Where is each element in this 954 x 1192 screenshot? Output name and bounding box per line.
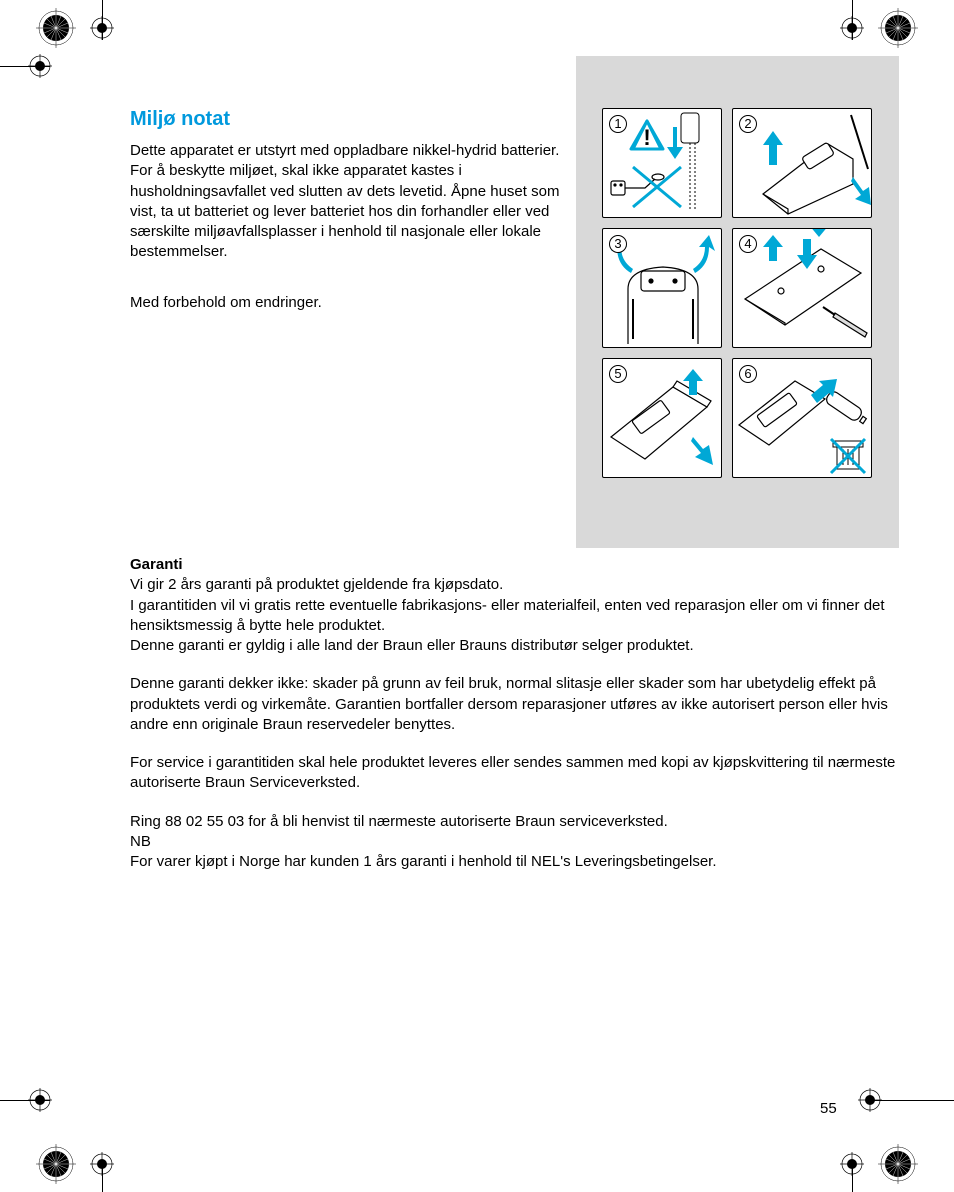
crop-line bbox=[102, 1164, 103, 1192]
figure-step-number: 3 bbox=[609, 235, 627, 253]
registration-mark-icon bbox=[36, 8, 76, 48]
warranty-section: Garanti Vi gir 2 års garanti på produkte… bbox=[130, 555, 905, 890]
figure-step-number: 4 bbox=[739, 235, 757, 253]
crop-line bbox=[0, 66, 50, 67]
svg-text:!: ! bbox=[643, 125, 650, 150]
figure-step-number: 2 bbox=[739, 115, 757, 133]
registration-mark-icon bbox=[878, 1144, 918, 1184]
crop-line bbox=[102, 0, 103, 40]
figure-step-number: 1 bbox=[609, 115, 627, 133]
page-number: 55 bbox=[820, 1100, 837, 1117]
figure-cell-3: 3 bbox=[602, 228, 722, 348]
figure-cell-6: 6 bbox=[732, 358, 872, 478]
warranty-title: Garanti bbox=[130, 555, 905, 575]
warranty-paragraph: For service i garantitiden skal hele pro… bbox=[130, 753, 905, 794]
change-notice: Med forbehold om endringer. bbox=[130, 293, 560, 313]
figure-cell-2: 2 bbox=[732, 108, 872, 218]
warranty-paragraph: Ring 88 02 55 03 for å bli henvist til n… bbox=[130, 812, 905, 873]
crop-line bbox=[852, 1164, 853, 1192]
figure-cell-5: 5 bbox=[602, 358, 722, 478]
warranty-paragraph: Vi gir 2 års garanti på produktet gjelde… bbox=[130, 575, 905, 656]
crop-line bbox=[852, 0, 853, 40]
figure-cell-1: 1 ! bbox=[602, 108, 722, 218]
registration-mark-icon bbox=[36, 1144, 76, 1184]
figure-step-number: 5 bbox=[609, 365, 627, 383]
registration-mark-icon bbox=[878, 8, 918, 48]
intro-paragraph: Dette apparatet er utstyrt med oppladbar… bbox=[130, 141, 560, 263]
figure-step-number: 6 bbox=[739, 365, 757, 383]
warranty-paragraph: Denne garanti dekker ikke: skader på gru… bbox=[130, 674, 905, 735]
figure-cell-4: 4 bbox=[732, 228, 872, 348]
crop-line bbox=[0, 1100, 50, 1101]
crop-line bbox=[870, 1100, 954, 1101]
disassembly-figure-panel: 1 ! bbox=[576, 56, 899, 548]
